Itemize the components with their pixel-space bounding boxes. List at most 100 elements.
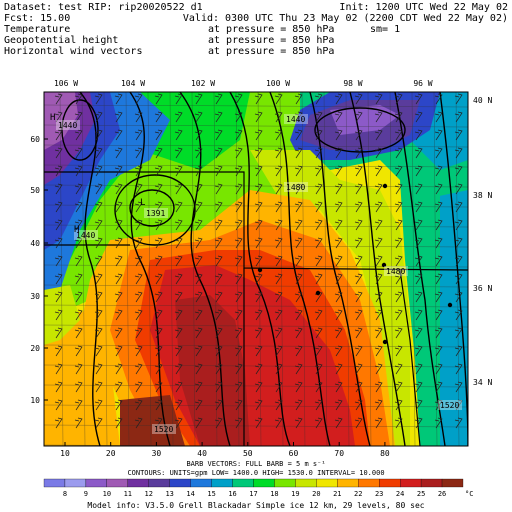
wind-barb [234,273,243,285]
wind-barb [334,255,343,267]
wind-barb [114,381,123,393]
colorbar-label: 23 [375,490,383,498]
wind-barb [354,417,363,429]
wind-barb [294,255,303,267]
wind-barb [454,327,463,339]
grid-y-label: 30 [30,292,40,301]
colorbar-label: 9 [84,490,88,498]
wind-barb [54,93,63,105]
wind-barb [194,291,203,303]
wind-barb [114,399,123,411]
wind-barb [394,273,403,285]
valid-label: Valid: 0300 UTC Thu 23 May 02 (2200 CDT … [183,13,508,24]
wind-barb [74,309,83,321]
grid-x-label: 20 [106,449,116,458]
wind-barb [94,273,103,285]
contour-label-bg [384,266,408,276]
field-pressure: at pressure = 850 hPa [208,24,334,35]
station-dot [382,183,388,189]
station-dot [382,339,388,345]
wind-barb [414,273,423,285]
wind-barb [354,309,363,321]
county-line [103,92,108,446]
wind-barb [254,165,263,177]
wind-barb [54,183,63,195]
wind-barb [94,183,103,195]
colorbar-swatch [190,478,212,488]
contour-label-bg [284,182,308,192]
colorbar-swatch [106,478,128,488]
county-line [44,284,468,288]
county-line [125,92,130,446]
wind-barb [394,309,403,321]
wind-barb [294,345,303,357]
wind-barb [194,165,203,177]
contour-label: 1480 [386,267,405,276]
wind-barb [274,255,283,267]
wind-barb [194,93,203,105]
wind-barb [254,183,263,195]
wind-barb [174,345,183,357]
wind-barb [94,93,103,105]
wind-barb [414,237,423,249]
lon-label: 98 W [343,79,362,88]
wind-barb [434,363,443,375]
wind-barb [214,183,223,195]
wind-barb [314,237,323,249]
colorbar-swatch [232,478,254,488]
wind-barb [94,309,103,321]
wind-barb [414,93,423,105]
wind-barb [94,381,103,393]
state-boundary [399,269,421,446]
wind-barb [394,111,403,123]
lat-label: 34 N [473,378,492,387]
wind-barb [334,291,343,303]
field-smoothing: sm= 1 [370,24,400,35]
wind-barb [394,291,403,303]
wind-barb [434,93,443,105]
temp-region [330,105,400,135]
wind-barb [434,417,443,429]
colorbar-label: 20 [312,490,320,498]
colorbar-label: 22 [354,490,362,498]
wind-barb [314,129,323,141]
wind-barb [134,255,143,267]
wind-barb [434,129,443,141]
wind-barb [174,363,183,375]
contour-label-bg [152,424,176,434]
wind-barb [334,309,343,321]
wind-barb [414,147,423,159]
wind-barb [334,201,343,213]
wind-barb [454,183,463,195]
county-line [44,224,468,228]
temp-region [120,395,185,446]
wind-barb [74,147,83,159]
wind-barb [334,417,343,429]
wind-barb [454,129,463,141]
wind-barb [274,219,283,231]
wind-barb [414,111,423,123]
wind-barb [174,381,183,393]
init-label: Init: 1200 UTC Wed 22 May 02 [339,2,508,13]
wind-barb [54,129,63,141]
contour-label-bg [74,230,98,240]
wind-barb [134,363,143,375]
colorbar-label: 14 [186,490,194,498]
county-line [44,384,468,388]
wind-barb [314,165,323,177]
wind-barb [114,417,123,429]
county-line [44,324,468,328]
wind-barb [314,93,323,105]
wind-barb [94,345,103,357]
wind-barb [414,183,423,195]
wind-barb [214,201,223,213]
wind-barb [394,417,403,429]
colorbar-label: 17 [249,490,257,498]
wind-barb [214,417,223,429]
wind-barb [294,165,303,177]
wind-barb [434,345,443,357]
wind-barb [294,237,303,249]
lat-label: 36 N [473,284,492,293]
lon-label: 96 W [413,79,432,88]
